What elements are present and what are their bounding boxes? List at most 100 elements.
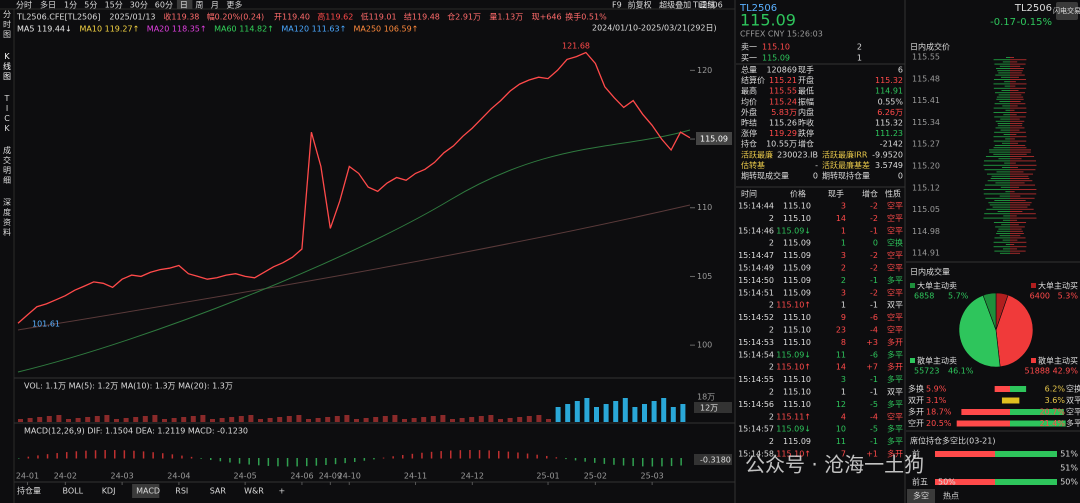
depth-bar — [999, 252, 1010, 254]
book-volume: 1 — [857, 54, 862, 63]
toolbar-button[interactable]: 前复权 — [628, 0, 652, 10]
stat-label: 最低 — [798, 86, 814, 96]
position-bar — [995, 451, 1057, 457]
depth-bar — [994, 200, 1010, 201]
sidebar-tab[interactable]: 成交明细 — [3, 145, 11, 185]
trade-nature: 多平 — [887, 374, 903, 384]
indicator-tab[interactable]: BOLL — [63, 487, 84, 496]
macd-bar — [478, 450, 481, 459]
period-tab[interactable]: 1分 — [64, 1, 77, 10]
stat-value: 115.24 — [769, 97, 797, 106]
stat-value: 115.32 — [875, 119, 903, 128]
macd-bar — [411, 453, 414, 459]
period-tab[interactable]: 周 — [195, 1, 203, 10]
trade-price: 115.10↑ — [776, 450, 811, 459]
period-tab[interactable]: 60分 — [155, 1, 173, 10]
trade-volume: 23 — [836, 326, 846, 335]
volume-bar — [459, 418, 465, 422]
macd-bar — [517, 452, 519, 459]
period-tab[interactable]: 30分 — [130, 1, 148, 10]
sidebar-tab[interactable]: 分时图 — [3, 10, 11, 39]
depth-bar — [1010, 72, 1022, 74]
trade-time: 15:14:53 — [738, 338, 774, 347]
depth-bar — [1010, 131, 1026, 133]
ma-curve — [17, 204, 691, 331]
depth-bar — [996, 96, 1010, 98]
toolbar-button[interactable]: 画线 — [699, 0, 715, 10]
volume-bar — [622, 398, 628, 422]
position-pct: 50% — [938, 478, 956, 487]
period-tab[interactable]: 分时 — [16, 0, 32, 10]
volume-bar — [382, 416, 388, 422]
trade-nature: 空平 — [887, 250, 903, 260]
macd-bar — [661, 458, 663, 467]
trade-change: 0 — [873, 239, 878, 248]
macd-bar — [334, 458, 337, 465]
period-tab[interactable]: 日 — [180, 1, 188, 10]
indicator-tab[interactable]: KDJ — [102, 487, 116, 496]
depth-bar — [995, 182, 1010, 184]
depth-bar — [989, 151, 1010, 153]
trade-time: 15:14:49 — [738, 264, 774, 273]
trades-header: 现手 — [828, 189, 844, 199]
toolbar-button[interactable]: 超级叠加 — [659, 0, 691, 10]
toolbar-button[interactable]: F9 — [612, 1, 622, 10]
trade-button-label[interactable]: 闪电交易 — [1053, 6, 1080, 15]
tab-active — [132, 484, 160, 498]
trade-price: 115.10 — [783, 214, 811, 223]
quote-info: 高119.62 — [317, 12, 353, 22]
macd-bar — [354, 458, 356, 462]
indicator-tab[interactable]: + — [279, 487, 286, 496]
depth-bar — [1010, 107, 1027, 109]
indicator-tab[interactable]: MACD — [136, 487, 160, 496]
macd-bar — [507, 451, 510, 459]
macd-bar — [421, 452, 423, 459]
depth-price: 115.55 — [912, 53, 940, 62]
indicator-tab[interactable]: 持仓量 — [17, 486, 41, 496]
stat-value: 230023.IB — [777, 150, 818, 159]
panel-tab[interactable]: 热点 — [943, 491, 959, 501]
period-tab[interactable]: 更多 — [226, 0, 242, 10]
legend-pct: 46.1% — [948, 367, 974, 376]
trade-time: 2 — [769, 363, 774, 372]
flow-bar — [1010, 420, 1066, 427]
position-label: 前 — [912, 449, 920, 459]
period-tab[interactable]: 15分 — [105, 1, 123, 10]
stat-value: 5.83万 — [771, 108, 797, 117]
depth-bar — [1010, 162, 1016, 164]
depth-bar — [1000, 129, 1010, 131]
depth-bar — [994, 63, 1010, 65]
depth-bar — [987, 180, 1010, 182]
indicator-tab[interactable]: SAR — [210, 487, 227, 496]
panel-tab[interactable]: 多空 — [913, 491, 929, 501]
indicator-tab[interactable]: RSI — [175, 487, 188, 496]
depth-bar — [1010, 65, 1021, 67]
stat-label: 开盘 — [798, 75, 814, 85]
macd-bar — [18, 458, 20, 459]
book-label: 买一 — [741, 54, 757, 63]
depth-bar — [1010, 63, 1026, 65]
trade-time: 15:14:56 — [738, 400, 774, 409]
ma-label: MA5 119.44↓ — [17, 25, 72, 34]
macd-bar — [565, 458, 567, 460]
sidebar-tab[interactable]: K 线图 — [3, 52, 11, 81]
macd-bar — [123, 450, 126, 459]
volume-bar — [517, 417, 523, 422]
indicator-tab[interactable]: W&R — [244, 487, 264, 496]
sidebar-tab[interactable]: 深度资料 — [3, 198, 11, 237]
period-tab[interactable]: 多日 — [40, 0, 56, 10]
last-price: 115.09 — [700, 135, 728, 144]
period-tab[interactable]: 5分 — [84, 1, 97, 10]
trade-price: 115.09 — [783, 264, 811, 273]
trade-nature: 空平 — [887, 325, 903, 335]
panel-title: 日内成交价 — [910, 42, 950, 52]
depth-bar — [1010, 228, 1022, 230]
legend-name: 散单主动买 — [1038, 356, 1078, 366]
trade-change: -6 — [870, 313, 878, 322]
trade-price: 115.09↓ — [776, 425, 811, 434]
trade-button[interactable] — [1056, 2, 1078, 20]
depth-bar — [1010, 222, 1027, 223]
trades-header: 增仓 — [862, 189, 878, 199]
period-tab[interactable]: 月 — [211, 1, 219, 10]
